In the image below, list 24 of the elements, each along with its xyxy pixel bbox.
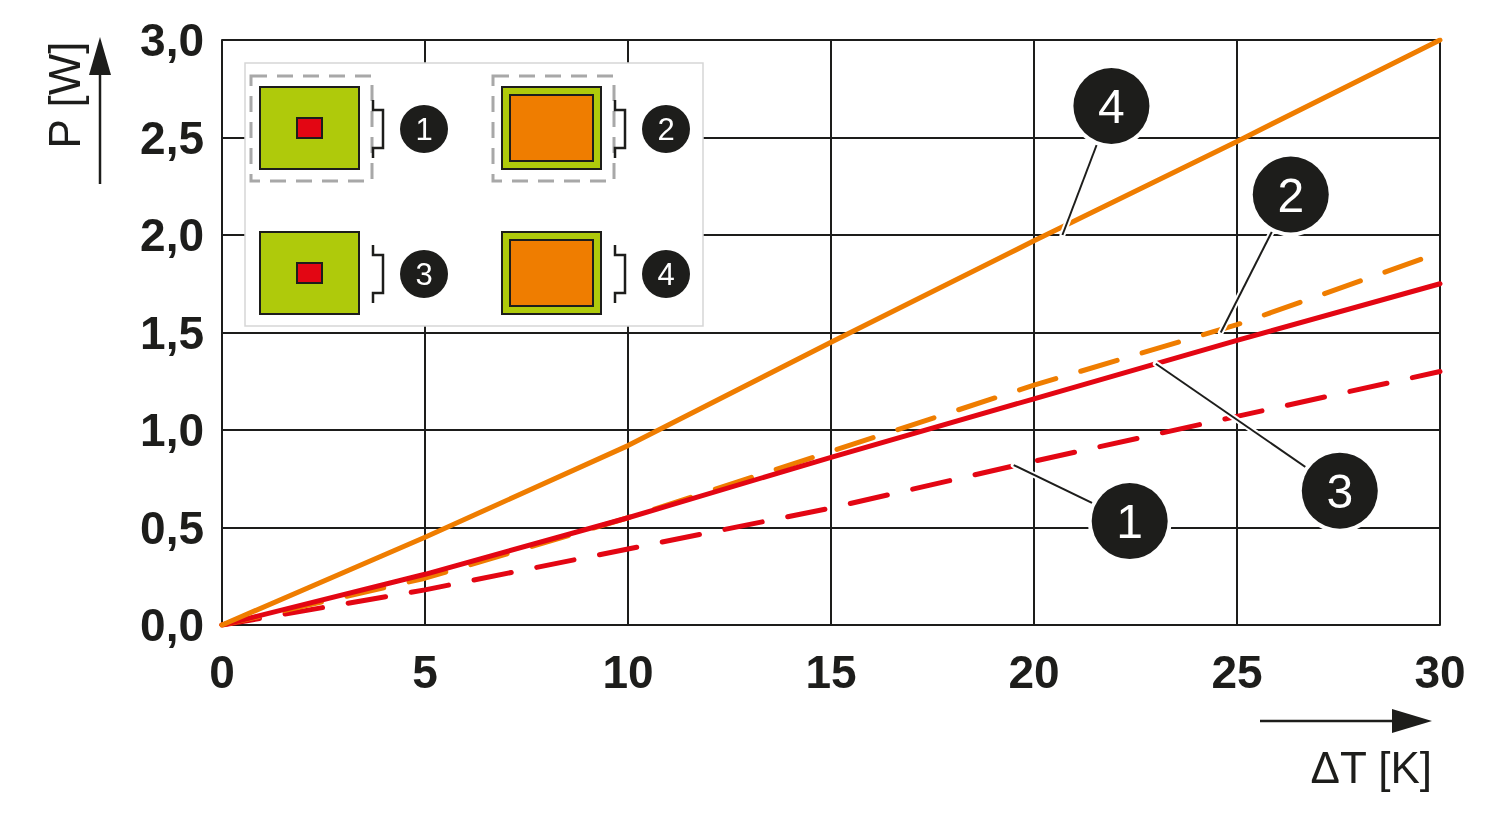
x-tick-label: 0 xyxy=(209,646,235,698)
y-tick-label: 1,5 xyxy=(140,306,204,359)
y-tick-label: 2,0 xyxy=(140,209,204,261)
annotation: 1 xyxy=(1116,495,1144,549)
x-tick-label: 25 xyxy=(1211,646,1263,698)
y-tick-label: 2,5 xyxy=(140,111,204,164)
text: 3 xyxy=(415,257,433,292)
text: 2 xyxy=(657,112,675,147)
y-tick-label: 0,5 xyxy=(140,501,204,554)
x-tick-label: 5 xyxy=(412,646,438,698)
y-tick-label: 1,0 xyxy=(140,404,204,456)
x-tick-label: 15 xyxy=(805,646,857,698)
annotation: 3 xyxy=(1326,464,1354,518)
y-tick-label: 3,0 xyxy=(140,14,204,66)
y-axis-title: P [W] xyxy=(40,41,89,149)
annotation: 4 xyxy=(1098,80,1125,133)
y-tick-label: 0,0 xyxy=(140,599,204,651)
x-axis-title: ΔT [K] xyxy=(1310,743,1432,792)
text: 4 xyxy=(657,257,675,292)
text: 1 xyxy=(415,112,433,147)
x-tick-label: 30 xyxy=(1414,646,1466,698)
annotation: 2 xyxy=(1277,168,1305,222)
x-tick-label: 20 xyxy=(1008,646,1060,698)
x-tick-label: 10 xyxy=(602,646,654,698)
